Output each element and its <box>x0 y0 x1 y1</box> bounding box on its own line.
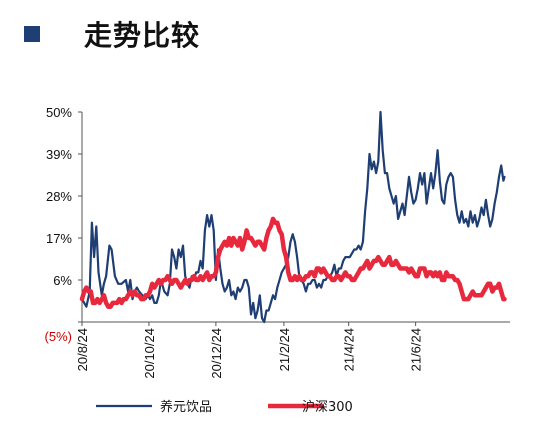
page-title: 走势比较 <box>84 19 201 52</box>
series-line-2 <box>79 216 507 309</box>
x-tick-label: 21/6/24 <box>409 328 424 371</box>
legend: 养元饮品 沪深300 <box>96 399 353 415</box>
legend-label: 养元饮品 <box>160 399 212 415</box>
y-axis-ticks: 50% 39% 28% 17% 6% (5%) <box>45 105 82 344</box>
legend-label: 沪深300 <box>302 399 353 415</box>
series-lines <box>79 110 507 324</box>
x-tick-label: 20/10/24 <box>142 328 157 379</box>
title-marker <box>24 26 40 42</box>
y-tick-label: 28% <box>46 189 72 204</box>
x-axis-ticks: 20/8/24 20/10/24 20/12/24 21/2/24 21/4/24 21/… <box>75 322 424 379</box>
x-tick-label: 20/8/24 <box>75 328 90 371</box>
y-tick-label: 39% <box>46 147 72 162</box>
y-tick-label: 50% <box>46 105 72 120</box>
x-tick-label: 20/12/24 <box>209 328 224 379</box>
y-tick-label: 17% <box>46 231 72 246</box>
y-tick-label: 6% <box>53 273 72 288</box>
series-line-1 <box>80 110 506 324</box>
x-tick-label: 21/2/24 <box>277 328 292 371</box>
y-tick-label: (5%) <box>45 329 72 344</box>
x-tick-label: 21/4/24 <box>342 328 357 371</box>
